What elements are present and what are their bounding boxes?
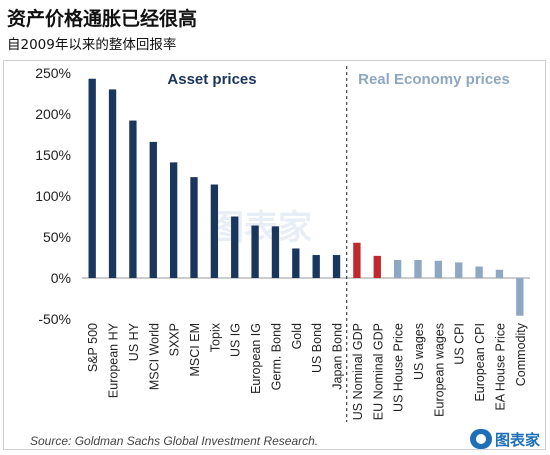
bar-3 xyxy=(149,141,157,278)
x-axis-labels: S&P 500 European HY US HY MSCI World SXXP MSC… xyxy=(86,322,528,420)
y-tick-label: 0% xyxy=(51,270,71,286)
logo-mark-icon xyxy=(470,429,492,449)
bar-0 xyxy=(88,78,96,279)
group-label-real-economy: Real Economy prices xyxy=(358,71,510,88)
bars xyxy=(82,78,530,316)
bar-20 xyxy=(495,269,504,278)
bar-21 xyxy=(516,278,524,316)
x-tick-label: S&P 500 xyxy=(86,323,100,372)
x-tick-label: US IG xyxy=(229,323,243,357)
x-tick-label: US Bond xyxy=(310,323,324,373)
bar-1 xyxy=(108,89,117,279)
y-tick-label: 250% xyxy=(35,65,71,81)
brand-logo: 图表家 xyxy=(470,427,544,451)
bar-19 xyxy=(475,266,483,278)
bar-10 xyxy=(292,248,300,278)
x-tick-label: Japan Bond xyxy=(331,323,345,390)
x-tick-label: US House Price xyxy=(392,323,406,412)
y-tick-label: -50% xyxy=(38,311,71,327)
x-tick-label: Topix xyxy=(208,322,222,352)
x-tick-label: Commodity xyxy=(514,322,528,386)
x-tick-label: European IG xyxy=(249,323,263,394)
logo-text: 图表家 xyxy=(495,431,541,449)
x-tick-label: US Nominal GDP xyxy=(351,323,365,420)
x-tick-label: European HY xyxy=(107,322,121,398)
x-tick-label: European CPI xyxy=(473,323,487,402)
group-label-asset: Asset prices xyxy=(167,71,256,88)
x-tick-label: European wages xyxy=(432,323,446,417)
x-tick-label: US CPI xyxy=(453,323,467,365)
x-tick-label: MSCI World xyxy=(147,323,161,390)
source-note: Source: Goldman Sachs Global Investment … xyxy=(30,434,319,448)
bar-12 xyxy=(332,255,341,278)
bar-7 xyxy=(231,216,239,278)
chart-subtitle: 自2009年以来的整体回报率 xyxy=(7,37,177,53)
annotations: Asset prices Real Economy prices xyxy=(167,66,510,422)
bar-11 xyxy=(312,255,320,278)
y-tick-label: 100% xyxy=(35,188,71,204)
bar-17 xyxy=(434,260,443,278)
bar-8 xyxy=(251,225,259,278)
bar-4 xyxy=(169,162,178,278)
chart-frame xyxy=(3,60,546,450)
x-tick-label: MSCI EM xyxy=(188,323,202,376)
bar-9 xyxy=(271,226,280,278)
bar-16 xyxy=(414,259,422,278)
bar-5 xyxy=(190,177,198,278)
x-tick-label: US wages xyxy=(412,323,426,380)
y-tick-label: 200% xyxy=(35,106,71,122)
x-tick-label: EU Nominal GDP xyxy=(371,323,385,420)
y-axis: 250% 200% 150% 100% 50% 0% -50% xyxy=(35,65,71,327)
x-tick-label: US HY xyxy=(127,322,141,361)
bar-14 xyxy=(373,255,381,278)
x-tick-label: SXXP xyxy=(168,323,182,356)
x-tick-label: Gold xyxy=(290,323,304,349)
y-tick-label: 150% xyxy=(35,147,71,163)
watermark: 图表家 xyxy=(210,208,312,248)
bar-13 xyxy=(353,242,361,278)
bar-6 xyxy=(210,184,219,278)
y-tick-label: 50% xyxy=(43,229,71,245)
chart-title: 资产价格通胀已经很高 xyxy=(7,8,198,30)
bar-18 xyxy=(455,262,463,278)
bar-2 xyxy=(129,120,137,278)
bar-15 xyxy=(393,259,402,278)
chart-panel xyxy=(0,58,550,455)
x-tick-label: EA House Price xyxy=(493,323,507,411)
x-tick-label: Germ. Bond xyxy=(269,323,283,390)
